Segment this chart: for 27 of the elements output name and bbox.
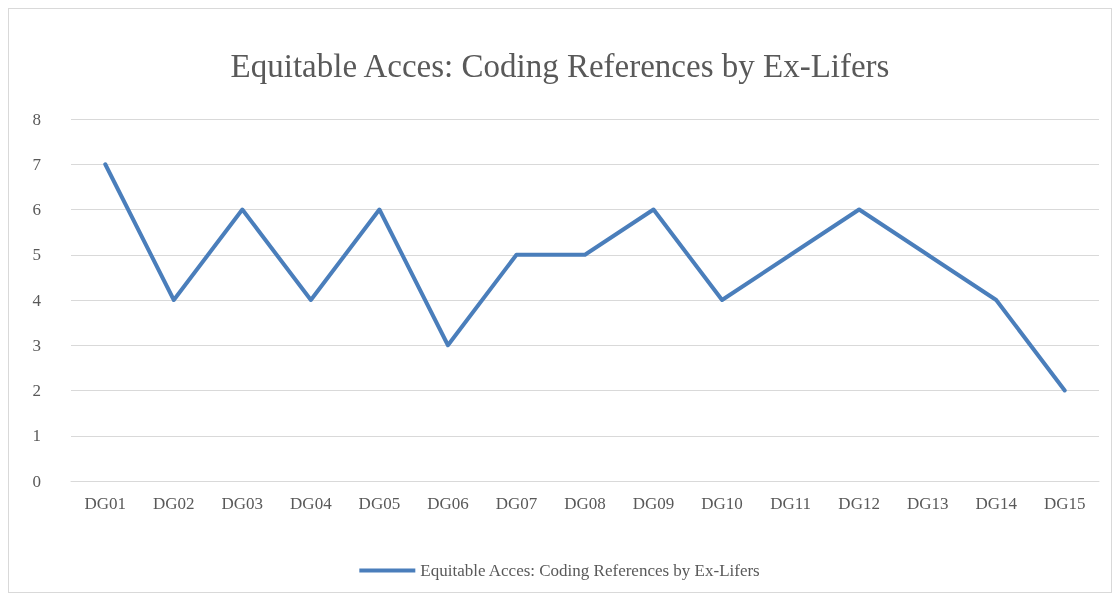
y-tick-label: 1 [32, 426, 41, 446]
x-tick-label: DG01 [84, 494, 127, 513]
x-tick-label: DG11 [770, 494, 812, 513]
x-tick-label: DG14 [975, 494, 1018, 513]
x-tick-label: DG05 [358, 494, 401, 513]
y-tick-label: 3 [32, 335, 41, 355]
y-tick-label: 2 [32, 381, 41, 400]
x-tick-label: DG04 [290, 494, 333, 513]
y-tick-label: 4 [32, 290, 42, 310]
x-tick-label: DG02 [153, 494, 195, 513]
x-tick-label: DG12 [838, 494, 880, 513]
line-series [103, 162, 1067, 393]
x-tick-label: DG03 [221, 494, 264, 513]
x-tick-label: DG15 [1043, 494, 1086, 513]
y-tick-label: 7 [32, 154, 42, 174]
x-tick-label: DG06 [427, 494, 469, 513]
y-tick-label: 6 [32, 200, 41, 219]
chart-title: Equitable Acces: Coding References by Ex-Lifers [230, 47, 890, 84]
x-tick-label: DG07 [495, 494, 538, 513]
y-tick-label: 8 [32, 109, 41, 129]
y-tick-label: 5 [32, 245, 41, 265]
legend-label: Equitable Acces: Coding References by Ex-Lifers [420, 561, 760, 580]
y-tick-label: 0 [32, 471, 41, 491]
x-tick-label: DG10 [701, 494, 743, 513]
x-tick-label: DG09 [632, 494, 675, 513]
x-tick-label: DG08 [564, 494, 606, 513]
x-tick-label: DG13 [906, 494, 949, 513]
